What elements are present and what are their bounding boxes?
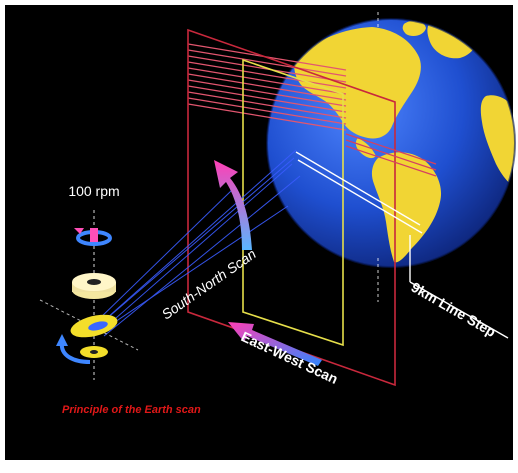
east-west-arrow (228, 322, 322, 366)
telescope-disk-lower (80, 346, 108, 358)
line-step-marker (295, 151, 509, 339)
africa-landmass (480, 95, 515, 190)
globe-scan-lines (345, 133, 437, 177)
north-america-landmass (294, 27, 421, 139)
scan-frame-outer (187, 28, 396, 387)
mirror-rotation-arrowhead (56, 334, 68, 346)
rpm-label: 100 rpm (68, 183, 119, 199)
central-america-landmass (355, 138, 376, 159)
south-north-arrow (214, 160, 252, 250)
south-america-landmass (371, 152, 442, 263)
diagram-caption: Principle of the Earth scan (62, 404, 201, 416)
arctic-islands-landmass (402, 20, 426, 36)
rotation-indicator-icon (74, 228, 112, 246)
scan-mirror (70, 314, 118, 338)
scan-beams (95, 149, 301, 337)
telescope-disk-upper (72, 273, 116, 299)
earth-globe (266, 18, 516, 268)
